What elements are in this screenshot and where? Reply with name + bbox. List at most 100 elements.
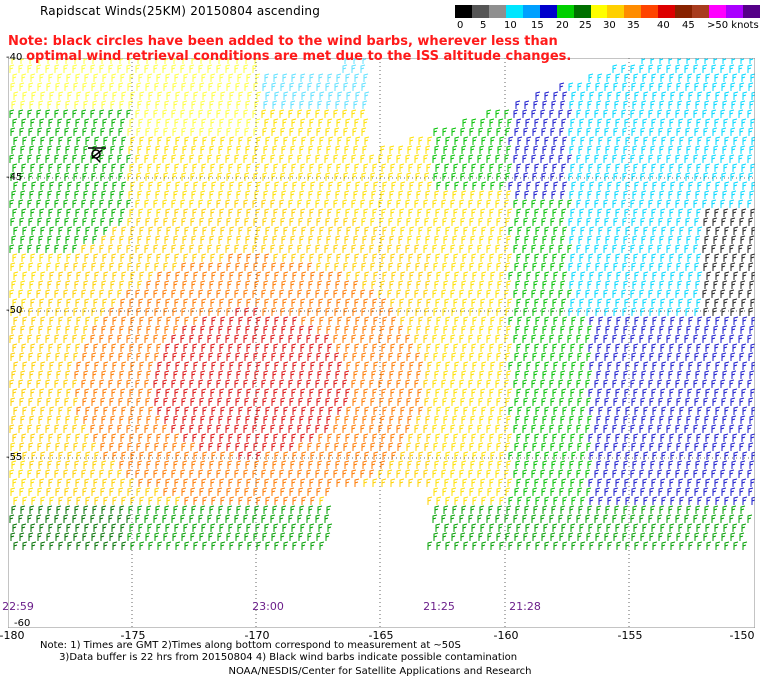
wind-barb (218, 190, 224, 199)
wind-barb (343, 262, 349, 271)
wind-barb (514, 352, 520, 361)
wind-barb (189, 109, 195, 118)
wind-barb (487, 352, 493, 361)
wind-barb (238, 136, 244, 145)
wind-barb (614, 100, 620, 109)
wind-barb (236, 280, 242, 289)
wind-barb (235, 532, 241, 541)
wind-barb (20, 325, 26, 334)
wind-barb (261, 469, 267, 478)
wind-barb (387, 199, 393, 208)
wind-barb (172, 217, 178, 226)
wind-barb (435, 388, 441, 397)
wind-barb (531, 469, 537, 478)
wind-barb (418, 226, 424, 235)
wind-barb (91, 82, 97, 91)
wind-barb (271, 82, 277, 91)
wind-barb (327, 523, 333, 532)
legend-swatch (488, 5, 506, 18)
wind-barb (22, 136, 28, 145)
wind-barb (459, 154, 465, 163)
wind-barb (549, 154, 555, 163)
wind-barb (57, 208, 63, 217)
wind-barb (165, 118, 171, 127)
wind-barb (579, 163, 585, 172)
wind-barb (506, 370, 512, 379)
wind-barb (361, 442, 367, 451)
wind-barb (489, 118, 495, 127)
wind-barb (217, 127, 223, 136)
wind-barb (560, 145, 566, 154)
wind-barb (505, 397, 511, 406)
wind-barb (526, 226, 532, 235)
wind-barb (685, 487, 691, 496)
wind-barb (742, 496, 748, 505)
wind-barb (516, 523, 522, 532)
wind-barb (714, 118, 720, 127)
wind-barb (121, 406, 127, 415)
wind-barb (670, 271, 676, 280)
wind-barb (568, 442, 574, 451)
wind-barb (490, 271, 496, 280)
wind-barb (667, 442, 673, 451)
wind-barb (550, 127, 556, 136)
wind-barb (630, 424, 636, 433)
wind-barb (553, 406, 559, 415)
wind-barb (713, 415, 719, 424)
wind-barb (10, 487, 16, 496)
wind-barb (373, 316, 379, 325)
wind-barb (532, 487, 538, 496)
wind-barb (432, 289, 438, 298)
wind-barb (76, 316, 82, 325)
wind-barb (604, 307, 610, 316)
wind-barb (668, 145, 674, 154)
wind-barb (711, 199, 717, 208)
wind-barb (370, 307, 376, 316)
wind-barb (693, 244, 699, 253)
wind-barb (630, 514, 636, 523)
wind-barb (597, 163, 603, 172)
wind-barb (540, 199, 546, 208)
wind-barb (49, 451, 55, 460)
wind-barb (659, 505, 665, 514)
wind-barb (679, 226, 685, 235)
wind-barb (391, 361, 397, 370)
wind-barb (315, 334, 321, 343)
wind-barb (658, 352, 664, 361)
wind-barb (264, 388, 270, 397)
wind-barb (634, 451, 640, 460)
wind-barb (156, 433, 162, 442)
wind-barb (211, 271, 217, 280)
wind-barb (219, 298, 225, 307)
wind-barb (235, 352, 241, 361)
wind-barb (162, 514, 168, 523)
wind-barb (264, 208, 270, 217)
wind-barb (688, 361, 694, 370)
wind-barb (283, 541, 289, 550)
wind-barb (101, 235, 107, 244)
wind-barb (603, 109, 609, 118)
wind-barb (247, 271, 253, 280)
wind-barb (279, 334, 285, 343)
wind-barb (37, 262, 43, 271)
wind-barb (595, 127, 601, 136)
wind-barb (156, 523, 162, 532)
wind-barb (607, 226, 613, 235)
wind-barb (733, 496, 739, 505)
wind-barb (164, 370, 170, 379)
wind-barb (560, 100, 566, 109)
wind-barb (535, 316, 541, 325)
wind-barb (352, 352, 358, 361)
wind-barb (567, 334, 573, 343)
wind-barb (731, 145, 737, 154)
wind-barb (443, 415, 449, 424)
wind-barb (189, 469, 195, 478)
wind-barb (715, 226, 721, 235)
wind-barb (694, 127, 700, 136)
wind-barb (596, 370, 602, 379)
wind-barb (406, 352, 412, 361)
wind-barb (541, 172, 547, 181)
wind-barb (622, 442, 628, 451)
wind-barb (370, 262, 376, 271)
wind-barb (630, 109, 636, 118)
